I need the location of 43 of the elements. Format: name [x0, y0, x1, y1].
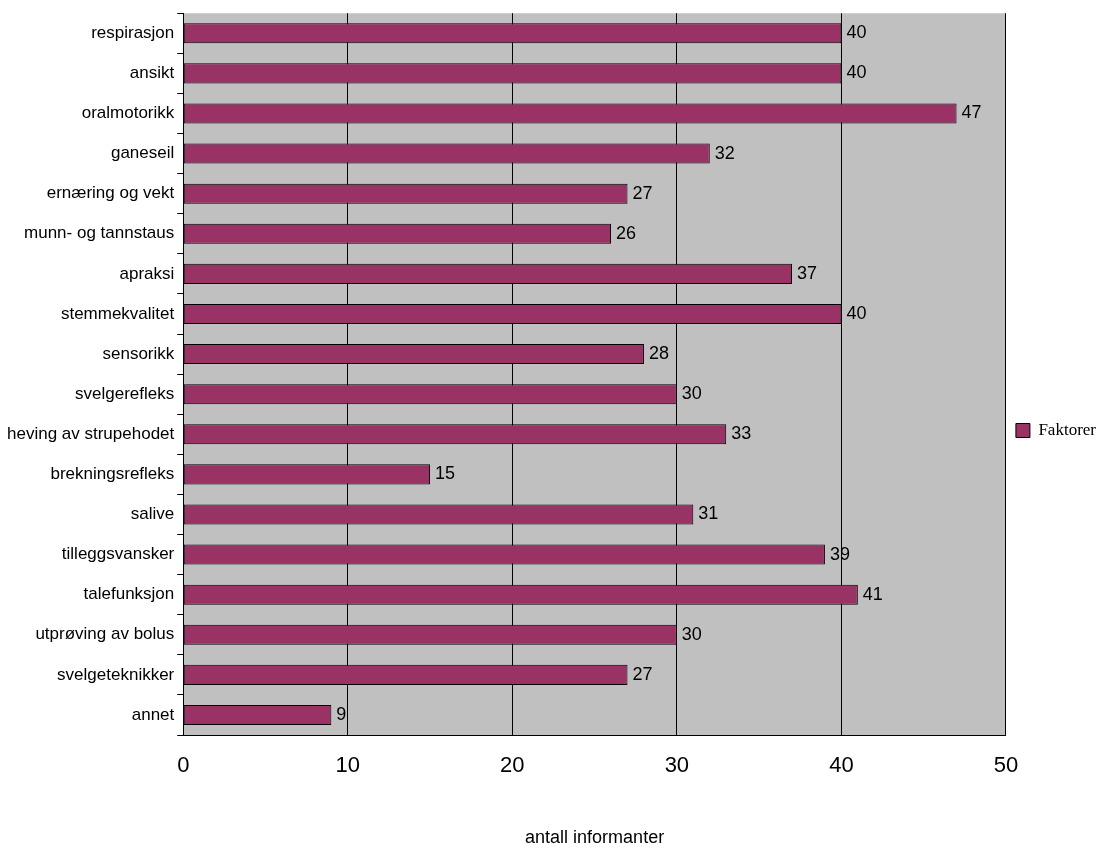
y-tick-label: svelgeteknikker — [57, 664, 175, 684]
y-tick-label: tilleggsvansker — [61, 544, 175, 564]
y-tick-label: stemmekvalitet — [60, 303, 175, 323]
y-tick-label: apraksi — [119, 263, 175, 283]
data-label: 28 — [648, 343, 669, 364]
data-label: 40 — [846, 302, 867, 323]
y-tick-label: annet — [131, 704, 175, 724]
legend-label: Faktorer — [1038, 419, 1097, 439]
data-label: 15 — [435, 463, 456, 484]
y-tick-label: munn- og tannstaus — [24, 223, 175, 243]
data-label: 31 — [698, 503, 719, 524]
x-tick-label: 10 — [335, 752, 361, 778]
y-tick-label: utprøving av bolus — [35, 624, 175, 644]
x-tick-label: 40 — [829, 752, 854, 778]
y-tick-label: sensorikk — [102, 343, 175, 363]
y-tick-label: ganeseil — [110, 143, 175, 163]
data-label: 27 — [632, 182, 653, 203]
x-axis-title: antall informanter — [525, 827, 665, 848]
x-tick-label: 50 — [993, 752, 1019, 778]
data-label: 9 — [336, 703, 347, 724]
y-tick-label: ansikt — [129, 63, 175, 83]
y-tick-label: respirasjon — [91, 22, 175, 42]
data-label: 47 — [961, 102, 982, 123]
data-label: 26 — [616, 222, 637, 243]
y-tick-label: talefunksjon — [83, 584, 175, 604]
y-tick-label: brekningsrefleks — [50, 464, 175, 484]
data-label: 37 — [797, 262, 818, 283]
data-label: 40 — [846, 62, 867, 83]
data-label: 30 — [681, 383, 702, 404]
y-tick-label: oralmotorikk — [81, 103, 175, 123]
y-tick-label: svelgerefleks — [75, 383, 175, 403]
data-label: 27 — [632, 663, 653, 684]
data-label: 30 — [681, 623, 702, 644]
y-tick-label: ernæring og vekt — [46, 183, 175, 203]
data-label: 32 — [714, 142, 735, 163]
data-label: 41 — [862, 583, 883, 604]
data-label: 33 — [731, 423, 752, 444]
x-tick-label: 0 — [177, 752, 190, 778]
y-tick-label: heving av strupehodet — [6, 423, 175, 443]
x-tick-label: 30 — [664, 752, 690, 778]
y-tick-label: salive — [130, 504, 175, 524]
data-label: 40 — [846, 22, 867, 43]
x-tick-label: 20 — [500, 752, 525, 778]
